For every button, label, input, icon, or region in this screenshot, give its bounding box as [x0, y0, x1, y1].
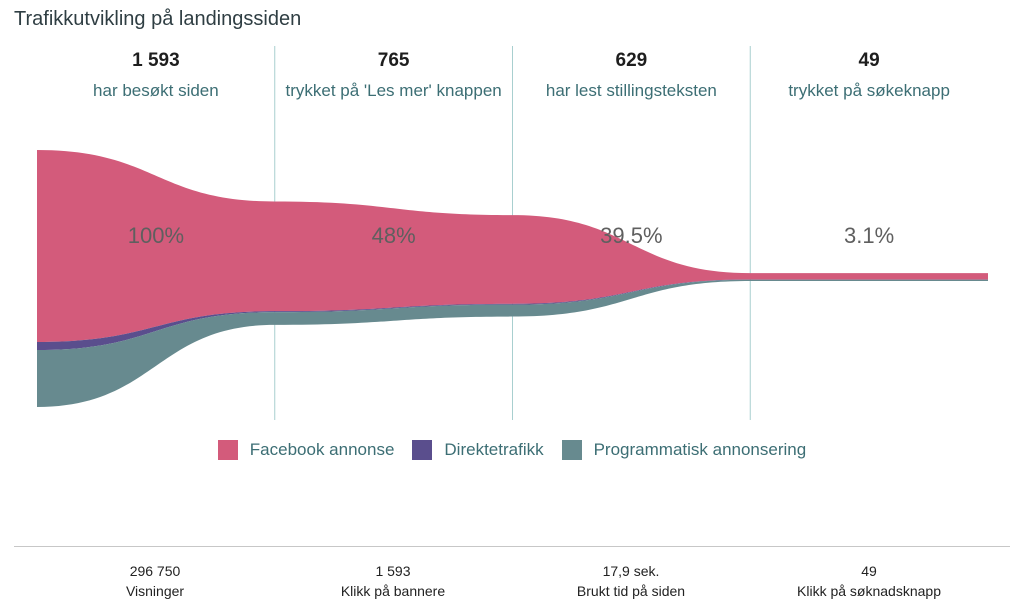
- funnel-chart: 1 593 har besøkt siden 100% 765 trykket på '…: [37, 46, 988, 420]
- legend-swatch-direct: [412, 440, 433, 460]
- legend-item-direct[interactable]: Direktetrafikk: [412, 440, 544, 460]
- stage-count: 765: [378, 50, 410, 71]
- metric-label: Klikk på søknadsknapp: [797, 583, 941, 599]
- legend-label-facebook: Facebook annonse: [249, 440, 395, 459]
- legend-swatch-facebook: [217, 440, 238, 460]
- metric-views: 296 750 Visninger: [36, 561, 274, 601]
- metric-banner-clicks: 1 593 Klikk på bannere: [274, 561, 512, 601]
- legend-swatch-programmatic: [561, 440, 582, 460]
- metric-value: 296 750: [129, 563, 181, 579]
- stage-label: trykket på 'Les mer' knappen: [285, 81, 501, 100]
- metric-apply-clicks: 49 Klikk på søknadsknapp: [750, 561, 988, 601]
- legend: Facebook annonse Direktetrafikk Programm…: [0, 440, 1024, 460]
- metric-value: 1 593: [375, 563, 411, 579]
- stage-label: har lest stillingsteksten: [546, 81, 717, 100]
- legend-label-programmatic: Programmatisk annonsering: [593, 440, 807, 459]
- metric-label: Brukt tid på siden: [576, 583, 686, 599]
- stage-label: har besøkt siden: [93, 81, 219, 100]
- series-area-programmatic: [37, 279, 988, 407]
- chart-title: Trafikkutvikling på landingssiden: [14, 8, 302, 30]
- metric-label: Klikk på bannere: [340, 583, 446, 599]
- stage-label: trykket på søkeknapp: [788, 81, 950, 100]
- metric-value: 17,9 sek.: [602, 563, 660, 579]
- legend-label-direct: Direktetrafikk: [444, 440, 544, 459]
- series-area-facebook: [37, 150, 988, 342]
- metric-value: 49: [861, 563, 877, 579]
- stage-percent: 100%: [128, 223, 184, 248]
- stage-count: 1 593: [132, 50, 180, 71]
- stage-percent: 39.5%: [600, 223, 662, 248]
- stage-count: 49: [859, 50, 880, 71]
- metrics-row: 296 750 Visninger 1 593 Klikk på bannere…: [36, 561, 988, 601]
- legend-item-facebook[interactable]: Facebook annonse: [217, 440, 395, 460]
- metric-time-on-page: 17,9 sek. Brukt tid på siden: [512, 561, 750, 601]
- legend-item-programmatic[interactable]: Programmatisk annonsering: [561, 440, 807, 460]
- stage-count: 629: [616, 50, 648, 71]
- bottom-divider: [14, 546, 1010, 547]
- stage-percent: 48%: [372, 223, 416, 248]
- metric-label: Visninger: [125, 583, 185, 599]
- stage-percent: 3.1%: [844, 223, 894, 248]
